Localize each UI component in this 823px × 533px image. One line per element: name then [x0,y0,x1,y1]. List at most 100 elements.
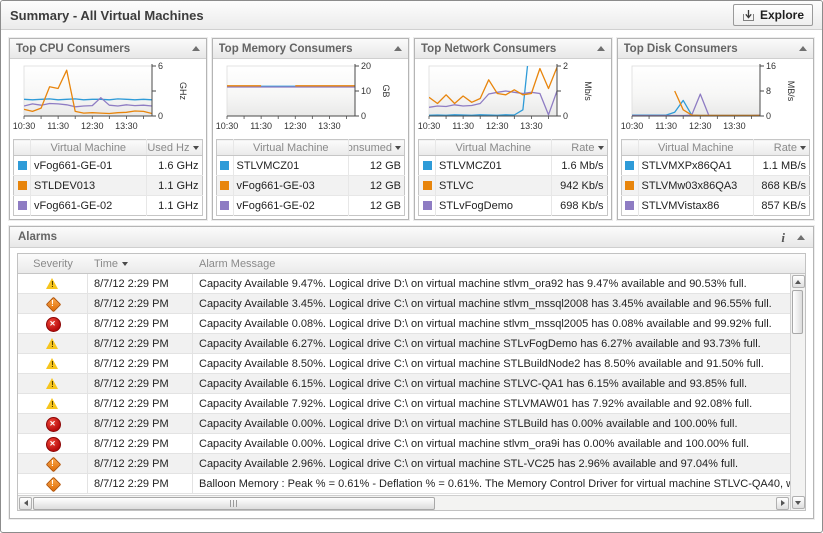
alarm-message: Capacity Available 8.50%. Logical drive … [193,354,790,374]
alarm-row[interactable]: 8/7/12 2:29 PM Capacity Available 6.27%.… [18,334,790,354]
network-panel-title: Top Network Consumers [421,42,557,55]
alarm-message: Capacity Available 0.00%. Logical drive … [193,414,790,434]
svg-text:12:30: 12:30 [689,121,712,131]
severity-warning-icon [46,277,59,290]
vm-value: 1.1 GHz [145,195,202,216]
svg-text:10:30: 10:30 [620,121,643,131]
cpu-panel-header[interactable]: Top CPU Consumers [10,39,206,59]
series-swatch [422,161,432,170]
memory-panel-header[interactable]: Top Memory Consumers [212,39,408,59]
network-name-header[interactable]: Virtual Machine [435,139,551,156]
alarm-row[interactable]: 8/7/12 2:29 PM Balloon Memory : Peak % =… [18,474,790,494]
svg-text:12:30: 12:30 [486,121,509,131]
disk-panel-header[interactable]: Top Disk Consumers [617,39,813,59]
svg-text:GHz: GHz [178,82,188,101]
scroll-down-button[interactable] [791,496,805,509]
explore-button[interactable]: Explore [732,4,813,26]
alarm-row[interactable]: 8/7/12 2:29 PM Capacity Available 6.15%.… [18,374,790,394]
alarms-rows: 8/7/12 2:29 PM Capacity Available 9.47%.… [18,274,790,495]
alarm-message: Capacity Available 7.92%. Logical drive … [193,394,790,414]
vm-name: STLVMCZ01 [233,155,349,176]
svg-text:13:30: 13:30 [520,121,543,131]
alarm-row[interactable]: 8/7/12 2:29 PM Capacity Available 7.92%.… [18,394,790,414]
svg-text:12:30: 12:30 [81,121,104,131]
cpu-value-header[interactable]: Used Hz [145,139,202,156]
alarms-title: Alarms [18,231,57,243]
collapse-icon[interactable] [596,46,605,51]
table-row[interactable]: STLDEV013 1.1 GHz [13,175,202,196]
severity-column-header[interactable]: Severity [33,257,73,270]
vertical-scroll-thumb[interactable] [792,290,803,334]
info-icon[interactable]: i [781,229,785,245]
horizontal-scrollbar[interactable] [18,495,790,510]
vertical-scroll-track[interactable] [791,289,805,495]
alarm-row[interactable]: 8/7/12 2:29 PM Capacity Available 8.50%.… [18,354,790,374]
disk-value-header[interactable]: Rate [753,139,810,156]
disk-chart[interactable]: 0 8 16 MB/s 10:30 11:30 12:30 13:30 [618,59,814,139]
alarm-row[interactable]: 8/7/12 2:29 PM Capacity Available 0.08%.… [18,314,790,334]
horizontal-scroll-track[interactable] [32,496,776,510]
table-row[interactable]: STLVC 942 Kb/s [418,175,607,196]
cpu-chart[interactable]: 0 6 GHz 10:30 11:30 12:30 13:30 [10,59,206,139]
alarm-row[interactable]: 8/7/12 2:29 PM Capacity Available 2.96%.… [18,454,790,474]
vertical-scrollbar[interactable] [790,274,805,510]
alarm-message: Capacity Available 6.15%. Logical drive … [193,374,790,394]
scroll-right-button[interactable] [776,496,789,510]
message-column-header[interactable]: Alarm Message [199,257,276,270]
table-row[interactable]: vFog661-GE-01 1.6 GHz [13,155,202,176]
alarm-row[interactable]: 8/7/12 2:29 PM Capacity Available 0.00%.… [18,414,790,434]
network-value-header[interactable]: Rate [550,139,607,156]
sort-desc-icon [122,261,129,266]
cpu-name-header[interactable]: Virtual Machine [30,139,146,156]
alarms-body: Severity Time Alarm Message 8/7/12 2:29 … [10,248,813,518]
table-row[interactable]: STLVMw03x86QA3 868 KB/s [621,175,810,196]
memory-chart[interactable]: 0 10 20 GB 10:30 11:30 12:30 13:30 [213,59,409,139]
collapse-icon[interactable] [799,46,807,51]
alarm-row[interactable]: 8/7/12 2:29 PM Capacity Available 9.47%.… [18,274,790,294]
network-panel-header[interactable]: Top Network Consumers [415,39,611,59]
alarm-row[interactable]: 8/7/12 2:29 PM Capacity Available 3.45%.… [18,294,790,314]
table-row[interactable]: vFog661-GE-02 12 GB [216,195,405,216]
alarm-message: Capacity Available 3.45%. Logical drive … [193,294,790,314]
alarm-time: 8/7/12 2:29 PM [88,414,193,434]
table-row[interactable]: STLVMXPx86QA1 1.1 MB/s [621,155,810,176]
network-chart[interactable]: 0 2 Mb/s 10:30 11:30 12:30 13:30 [415,59,611,139]
svg-text:13:30: 13:30 [318,121,341,131]
svg-text:13:30: 13:30 [115,121,138,131]
alarm-row[interactable]: 8/7/12 2:29 PM Capacity Available 0.00%.… [18,434,790,454]
time-column-header[interactable]: Time [88,258,193,270]
table-row[interactable]: STLVMVistax86 857 KB/s [621,195,810,216]
table-row[interactable]: vFog661-GE-03 12 GB [216,175,405,196]
collapse-icon[interactable] [797,234,805,240]
table-row[interactable]: STLvFogDemo 698 Kb/s [418,195,607,216]
table-row[interactable]: STLVMCZ01 12 GB [216,155,405,176]
scroll-left-button[interactable] [19,496,32,510]
table-row[interactable]: vFog661-GE-02 1.1 GHz [13,195,202,216]
cpu-panel-title: Top CPU Consumers [16,42,131,55]
alarm-time: 8/7/12 2:29 PM [88,374,193,394]
scroll-up-button[interactable] [791,275,805,288]
memory-value-header[interactable]: Consumed [348,139,405,156]
vm-value: 12 GB [348,175,405,196]
memory-name-header[interactable]: Virtual Machine [233,139,349,156]
horizontal-scroll-thumb[interactable] [33,496,435,510]
disk-name-header[interactable]: Virtual Machine [638,139,754,156]
arrow-left-icon [23,500,28,506]
vm-name: STLVMw03x86QA3 [638,175,754,196]
svg-text:Mb/s: Mb/s [583,81,593,101]
collapse-icon[interactable] [191,46,200,51]
alarms-panel-header[interactable]: Alarms i [10,227,813,248]
table-row[interactable]: STLVMCZ01 1.6 Mb/s [418,155,607,176]
arrow-right-icon [780,500,785,506]
series-swatch [17,181,27,190]
disk-table: Virtual Machine Rate STLVMXPx86QA1 1.1 M… [620,139,810,216]
series-swatch [220,201,229,210]
svg-text:11:30: 11:30 [47,121,69,131]
collapse-icon[interactable] [394,46,402,51]
svg-text:10:30: 10:30 [13,121,36,131]
color-column-header [216,139,234,156]
alarm-message: Capacity Available 0.00%. Logical drive … [193,434,790,454]
vm-value: 1.6 Mb/s [550,155,607,176]
arrow-up-icon [795,279,801,284]
